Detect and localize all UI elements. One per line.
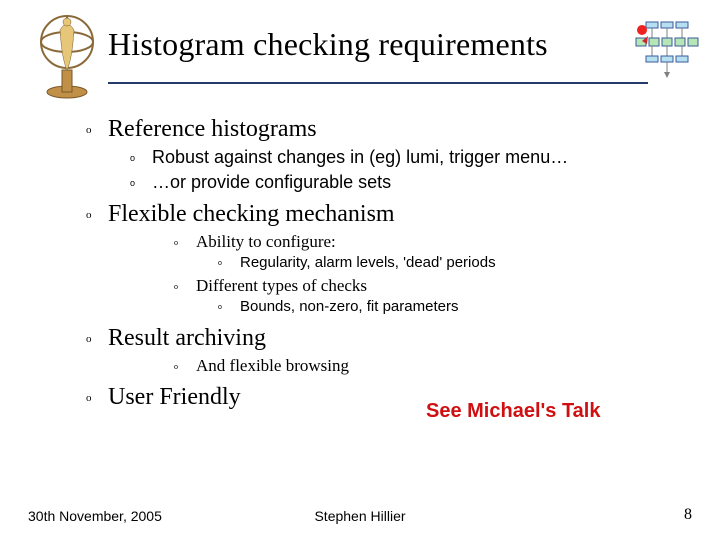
trigger-diagram-icon: [632, 20, 702, 80]
text: User Friendly: [108, 384, 241, 410]
text: Ability to configure:: [196, 232, 336, 251]
bullet-types-of-checks: oDifferent types of checks: [174, 275, 686, 296]
bullet-flexible-checking: oFlexible checking mechanism: [86, 199, 686, 229]
content-area: oReference histograms oRobust against ch…: [86, 108, 686, 414]
text: Different types of checks: [196, 276, 367, 295]
text: Bounds, non-zero, fit parameters: [240, 298, 458, 315]
text: …or provide configurable sets: [152, 172, 391, 192]
text: Result archiving: [108, 325, 266, 351]
bullet-ref-robust: oRobust against changes in (eg) lumi, tr…: [130, 146, 686, 169]
bullet-flexible-browsing: oAnd flexible browsing: [174, 355, 686, 376]
bullet-bounds: oBounds, non-zero, fit parameters: [218, 298, 686, 317]
footer-page: 8: [684, 506, 692, 524]
title-underline: [108, 82, 648, 84]
bullet-ref-configurable-sets: o…or provide configurable sets: [130, 171, 686, 194]
footer-author: Stephen Hillier: [0, 508, 720, 524]
bullet-ability-configure: oAbility to configure:: [174, 231, 686, 252]
slide-title: Histogram checking requirements: [108, 26, 548, 63]
atlas-logo: [36, 10, 98, 100]
see-michaels-talk-callout: See Michael's Talk: [426, 400, 600, 423]
text: And flexible browsing: [196, 356, 349, 375]
bullet-reference-histograms: oReference histograms: [86, 114, 686, 144]
text: Regularity, alarm levels, 'dead' periods: [240, 254, 496, 271]
text: Reference histograms: [108, 116, 317, 142]
bullet-regularity: oRegularity, alarm levels, 'dead' period…: [218, 254, 686, 273]
bullet-result-archiving: oResult archiving: [86, 323, 686, 353]
text: Flexible checking mechanism: [108, 201, 395, 227]
text: Robust against changes in (eg) lumi, tri…: [152, 147, 568, 167]
